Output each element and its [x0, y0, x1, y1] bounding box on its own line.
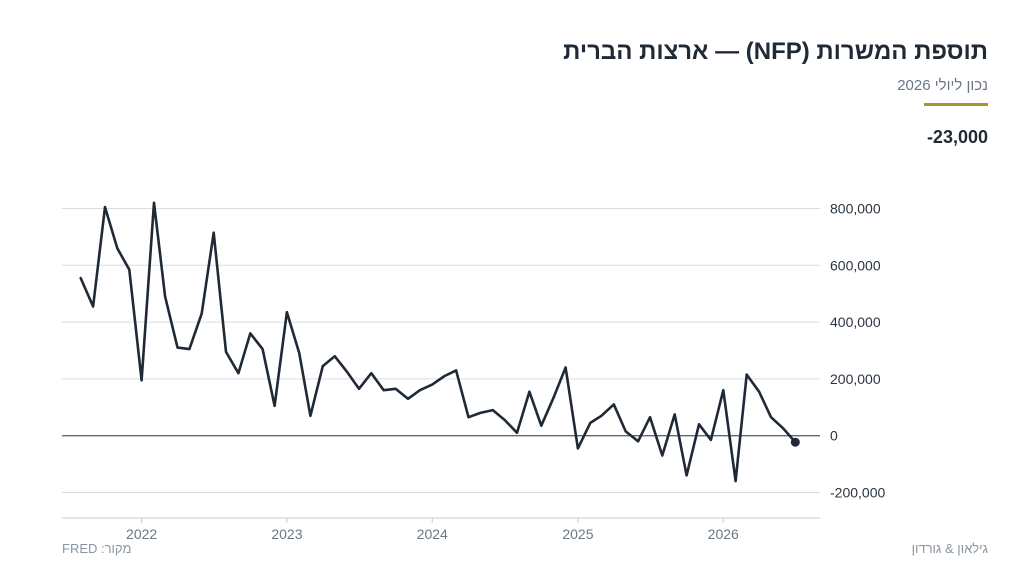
last-point-marker: [790, 437, 800, 447]
y-tick-label: 600,000: [830, 257, 881, 273]
y-tick-labels: 800,000 600,000 400,000 200,000 0 -200,000: [830, 201, 885, 501]
x-tick-labels: 2022 2023 2024 2025 2026: [126, 526, 739, 542]
x-axis: [62, 517, 820, 523]
source-note: מקור: FRED: [62, 541, 132, 556]
chart-title: תוספת המשרות (NFP) — ארצות הברית: [563, 38, 988, 65]
chart-subtitle: נכון ליולי 2026: [897, 77, 988, 94]
latest-value-readout: -23,000: [926, 127, 988, 147]
x-tick-label: 2022: [126, 526, 157, 542]
x-tick-label: 2024: [417, 526, 448, 542]
y-tick-label: 400,000: [830, 314, 881, 330]
series-group: [79, 201, 800, 483]
x-tick-label: 2026: [708, 526, 739, 542]
x-tick-label: 2023: [271, 526, 302, 542]
brand-label: גילאון & גורדון: [911, 541, 988, 556]
x-tick-label: 2025: [562, 526, 593, 542]
series-line: [79, 201, 797, 483]
y-tick-label: 0: [830, 428, 838, 444]
accent-divider: [924, 103, 988, 106]
grid-lines: [62, 208, 820, 493]
y-tick-label: -200,000: [830, 484, 885, 500]
y-tick-label: 200,000: [830, 371, 881, 387]
y-tick-label: 800,000: [830, 201, 881, 217]
